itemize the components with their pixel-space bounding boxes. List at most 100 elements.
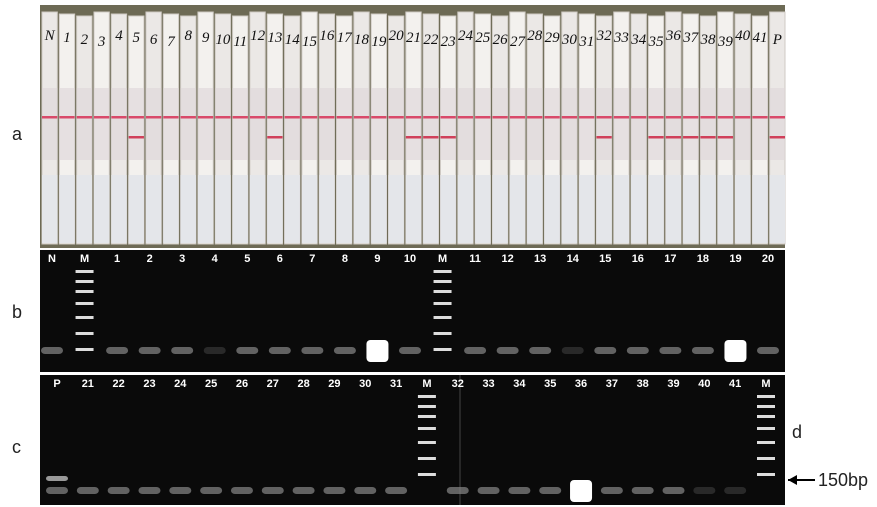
- strip-window: [111, 88, 126, 160]
- strip-window: [42, 88, 57, 160]
- strip-window: [406, 88, 421, 160]
- strip-label: 23: [441, 34, 456, 50]
- band: [77, 487, 99, 494]
- strip-window: [475, 88, 490, 160]
- strip-pad: [111, 175, 126, 243]
- ladder-band: [418, 473, 436, 476]
- strip-window: [683, 88, 698, 160]
- strip-window: [631, 88, 646, 160]
- lane-label: 41: [729, 378, 741, 390]
- lane-label: 30: [359, 378, 371, 390]
- strip-label: 10: [215, 32, 231, 48]
- ladder-band: [418, 457, 436, 460]
- strip-pad: [562, 175, 577, 243]
- lane-label: 4: [212, 253, 219, 265]
- ladder-band: [76, 316, 94, 319]
- lane-label: 25: [205, 378, 217, 390]
- strip-window: [146, 88, 161, 160]
- strip-window: [544, 88, 559, 160]
- strip-label: 37: [682, 30, 700, 46]
- strip-window: [596, 88, 611, 160]
- band: [169, 487, 191, 494]
- band: [659, 347, 681, 354]
- lane-label: 40: [698, 378, 710, 390]
- test-line: [700, 136, 715, 139]
- band: [204, 347, 226, 354]
- strip-pad: [631, 175, 646, 243]
- ladder-band: [757, 427, 775, 430]
- lane-label: M: [438, 253, 447, 265]
- control-line: [285, 116, 300, 119]
- strip-pad: [250, 175, 265, 243]
- strip-window: [371, 88, 386, 160]
- strip-window: [94, 88, 109, 160]
- lane-label: N: [48, 253, 56, 265]
- band: [399, 347, 421, 354]
- strip-pad: [423, 175, 438, 243]
- strip-window: [527, 88, 542, 160]
- strip-label: 30: [561, 32, 578, 48]
- lane-label: 3: [179, 253, 185, 265]
- strip-window: [666, 88, 681, 160]
- ladder-band: [76, 280, 94, 283]
- lane-label: 23: [143, 378, 155, 390]
- strip-window: [700, 88, 715, 160]
- test-line: [129, 136, 144, 139]
- strip-pad: [666, 175, 681, 243]
- control-line: [683, 116, 698, 119]
- ladder-label: d: [792, 422, 802, 442]
- control-line: [111, 116, 126, 119]
- strip-pad: [354, 175, 369, 243]
- control-line: [475, 116, 490, 119]
- band: [200, 487, 222, 494]
- band: [46, 476, 68, 481]
- lane-label: 33: [482, 378, 494, 390]
- strip-window: [163, 88, 178, 160]
- band: [385, 487, 407, 494]
- strip-window: [423, 88, 438, 160]
- strip-window: [492, 88, 507, 160]
- band: [262, 487, 284, 494]
- control-line: [492, 116, 507, 119]
- strip-pad: [596, 175, 611, 243]
- ladder-band: [757, 405, 775, 408]
- band: [293, 487, 315, 494]
- strip-pad: [337, 175, 352, 243]
- band: [447, 487, 469, 494]
- ladder-band: [434, 290, 452, 293]
- lane-label: 34: [513, 378, 526, 390]
- strip-pad: [302, 175, 317, 243]
- control-line: [233, 116, 248, 119]
- band: [594, 347, 616, 354]
- lane-label: 9: [374, 253, 380, 265]
- lane-label: 12: [502, 253, 514, 265]
- strip-label: 31: [578, 34, 594, 50]
- strip-label: 8: [185, 28, 193, 44]
- strip-pad: [544, 175, 559, 243]
- ladder-band: [76, 348, 94, 351]
- strip-label: 12: [250, 28, 266, 44]
- control-line: [389, 116, 404, 119]
- lane-label: 26: [236, 378, 248, 390]
- ladder-band: [76, 270, 94, 273]
- lane-label: 15: [599, 253, 611, 265]
- strip-label: 27: [510, 34, 527, 50]
- strip-window: [337, 88, 352, 160]
- control-line: [718, 116, 733, 119]
- test-line: [666, 136, 681, 139]
- lane-label: 17: [664, 253, 676, 265]
- strip-label: 4: [115, 28, 123, 44]
- band: [236, 347, 258, 354]
- strip-pad: [440, 175, 455, 243]
- strip-pad: [475, 175, 490, 243]
- strip-pad: [700, 175, 715, 243]
- strip-pad: [648, 175, 663, 243]
- control-line: [648, 116, 663, 119]
- control-line: [406, 116, 421, 119]
- strip-pad: [492, 175, 507, 243]
- figure: a b c d 150bp N1234567891011121314151617…: [0, 0, 877, 507]
- strip-window: [579, 88, 594, 160]
- band: [497, 347, 519, 354]
- strip-window: [752, 88, 767, 160]
- test-line: [267, 136, 282, 139]
